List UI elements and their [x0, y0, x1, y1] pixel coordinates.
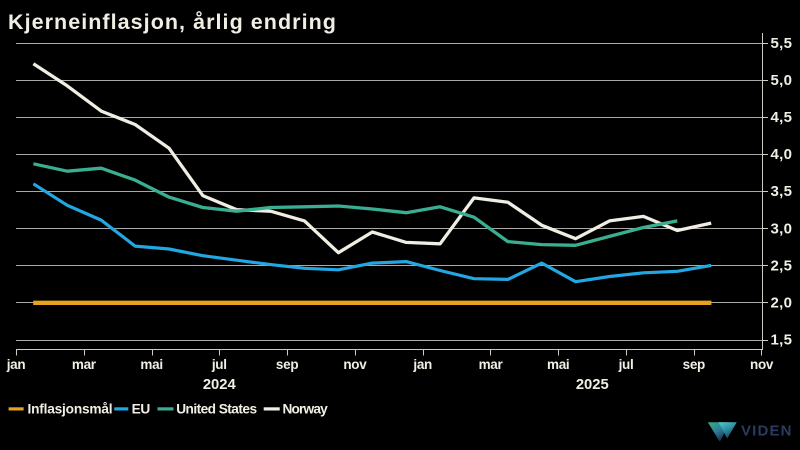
svg-text:2,5: 2,5 [771, 257, 793, 274]
svg-text:mai: mai [140, 357, 162, 372]
svg-text:jan: jan [412, 357, 432, 372]
svg-text:3,5: 3,5 [771, 183, 793, 200]
svg-text:5,5: 5,5 [771, 35, 793, 52]
svg-text:2024: 2024 [203, 377, 237, 393]
svg-text:1,5: 1,5 [771, 332, 793, 349]
svg-text:Norway: Norway [283, 402, 329, 417]
svg-text:jan: jan [6, 357, 26, 372]
svg-text:mar: mar [72, 357, 97, 372]
svg-text:EU: EU [132, 402, 151, 417]
svg-text:nov: nov [750, 357, 774, 372]
svg-text:4,5: 4,5 [771, 109, 793, 126]
svg-text:4,0: 4,0 [771, 146, 793, 163]
svg-text:sep: sep [276, 357, 298, 372]
svg-text:3,0: 3,0 [771, 220, 793, 237]
svg-text:Kjerneinflasjon, årlig endring: Kjerneinflasjon, årlig endring [8, 10, 337, 34]
svg-text:jul: jul [618, 357, 634, 372]
svg-text:VIDEN: VIDEN [741, 423, 793, 440]
svg-text:jul: jul [211, 357, 227, 372]
svg-text:mai: mai [547, 357, 569, 372]
svg-text:5,0: 5,0 [771, 72, 793, 89]
svg-text:mar: mar [479, 357, 504, 372]
svg-text:sep: sep [683, 357, 705, 372]
svg-text:Inflasjonsmål: Inflasjonsmål [28, 402, 113, 417]
svg-text:nov: nov [343, 357, 367, 372]
svg-text:2025: 2025 [576, 377, 609, 393]
svg-text:2,0: 2,0 [771, 294, 793, 311]
svg-text:United States: United States [176, 402, 257, 417]
